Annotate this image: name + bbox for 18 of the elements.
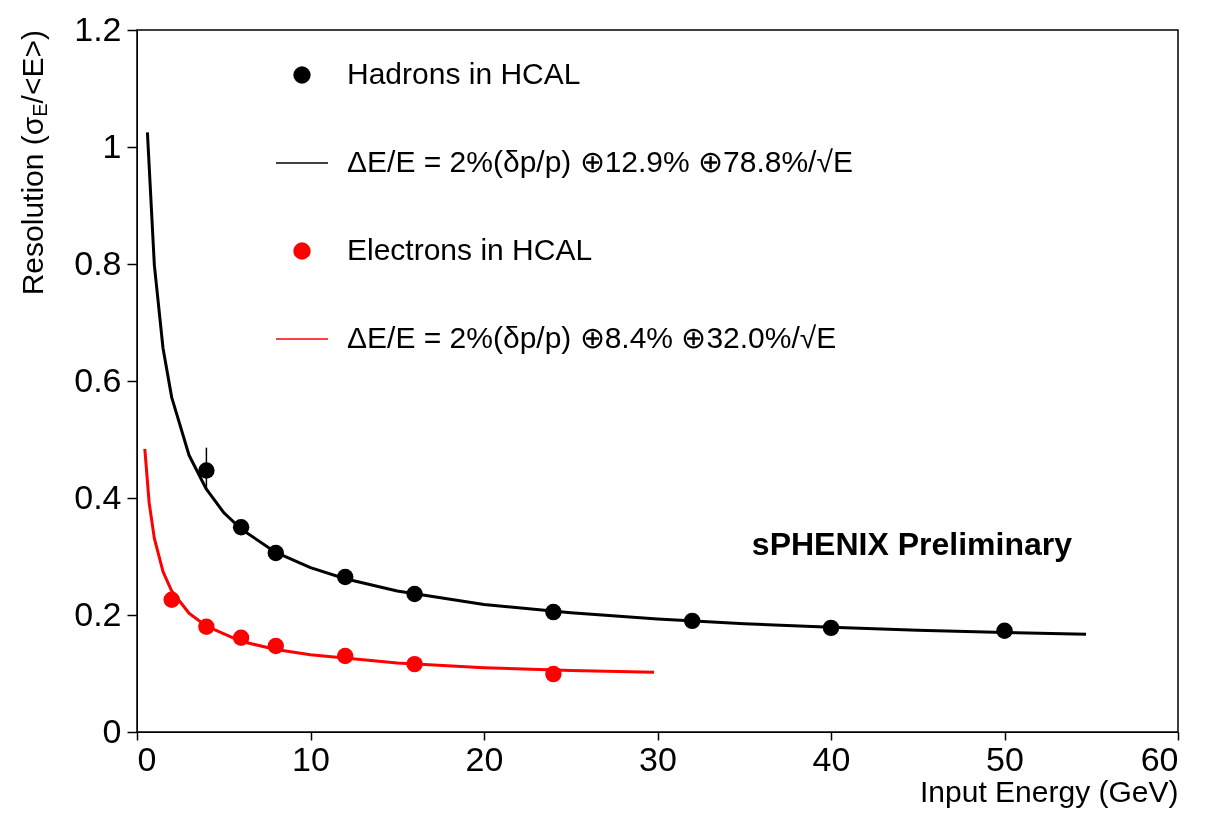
legend-label: Electrons in HCAL — [347, 233, 593, 266]
legend-label: ΔE/E = 2%(δp/p) ⊕8.4% ⊕32.0%/√E — [347, 321, 837, 354]
y-tick-label: 0.8 — [74, 243, 122, 282]
point — [198, 462, 215, 479]
x-tick-label: 20 — [465, 739, 504, 778]
x-tick-label: 10 — [292, 739, 330, 778]
y-tick-label: 0.6 — [74, 360, 122, 399]
x-tick-label: 40 — [812, 739, 851, 778]
annotation: sPHENIX Preliminary — [751, 526, 1073, 562]
y-tick-label: 1.2 — [74, 9, 122, 48]
x-tick-label: 0 — [137, 739, 157, 778]
y-tick-label: 0 — [102, 711, 122, 750]
legend-label: ΔE/E = 2%(δp/p) ⊕12.9% ⊕78.8%/√E — [347, 145, 853, 178]
y-tick-label: 0.2 — [74, 594, 122, 633]
y-tick-label: 1 — [102, 126, 122, 165]
x-tick-label: 30 — [639, 739, 677, 778]
legend-label: Hadrons in HCAL — [347, 57, 581, 90]
y-tick-label: 0.4 — [74, 477, 122, 516]
